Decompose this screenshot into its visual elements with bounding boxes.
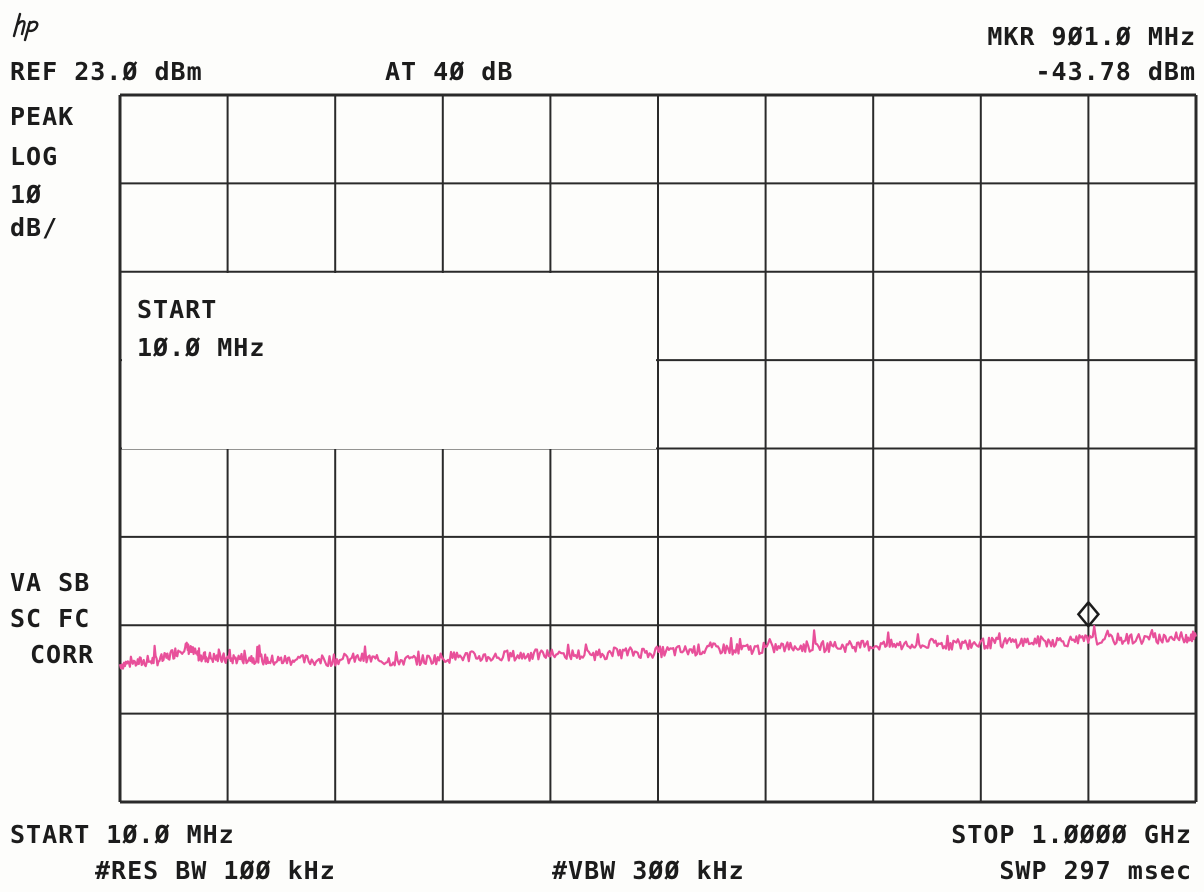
sweep-time: SWP 297 msec bbox=[999, 856, 1192, 885]
resolution-bandwidth: #RES BW 1ØØ kHz bbox=[95, 856, 336, 885]
start-frequency: START 1Ø.Ø MHz bbox=[10, 820, 235, 849]
scale-value: 1Ø bbox=[10, 180, 43, 209]
marker-frequency: MKR 9Ø1.Ø MHz bbox=[987, 22, 1196, 51]
status-corr: CORR bbox=[30, 640, 95, 669]
attenuation: AT 4Ø dB bbox=[385, 57, 514, 86]
scale-unit: dB/ bbox=[10, 213, 59, 242]
trace-group bbox=[118, 624, 1198, 670]
detector-mode: PEAK bbox=[10, 102, 75, 131]
hp-logo bbox=[12, 12, 39, 42]
status-va-sb: VA SB bbox=[10, 568, 91, 597]
spectrum-trace bbox=[118, 624, 1198, 670]
video-bandwidth: #VBW 3ØØ kHz bbox=[552, 856, 745, 885]
start-box-value: 1Ø.Ø MHz bbox=[137, 333, 266, 362]
marker-group bbox=[1076, 600, 1101, 629]
start-annotation-box: START 1Ø.Ø MHz bbox=[122, 273, 656, 449]
stop-frequency: STOP 1.ØØØØ GHz bbox=[951, 820, 1192, 849]
marker-level: -43.78 dBm bbox=[1035, 57, 1196, 86]
graticule bbox=[118, 93, 1198, 804]
ref-level: REF 23.Ø dBm bbox=[10, 57, 203, 86]
start-box-label: START bbox=[137, 295, 218, 324]
scale-mode: LOG bbox=[10, 142, 59, 171]
marker-diamond bbox=[1076, 600, 1101, 629]
status-sc-fc: SC FC bbox=[10, 604, 91, 633]
